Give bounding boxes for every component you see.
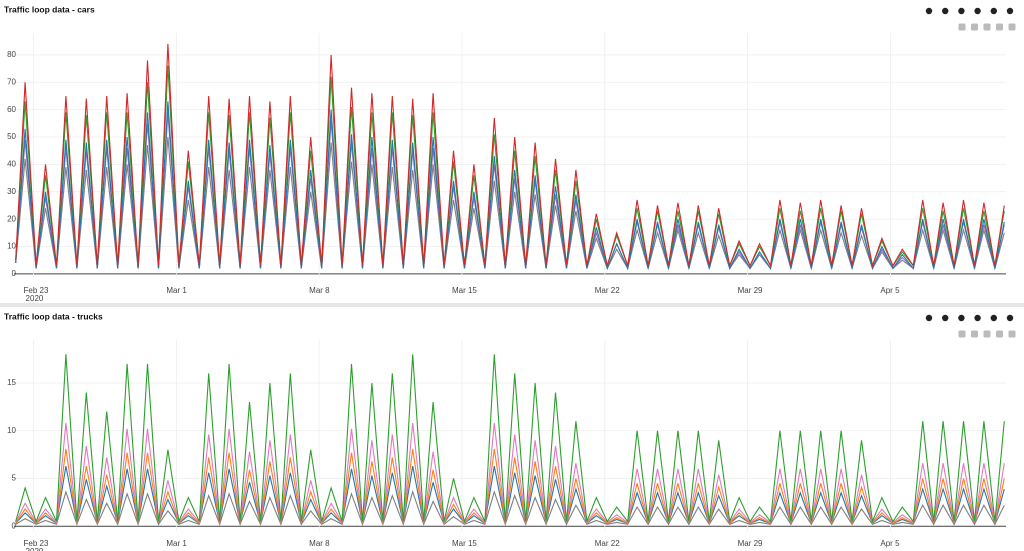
edit-button[interactable] bbox=[988, 5, 1000, 17]
button-icon bbox=[942, 7, 949, 15]
refresh-button[interactable] bbox=[923, 312, 935, 324]
x-tick-label: Mar 15 bbox=[452, 286, 477, 295]
pan-tool[interactable] bbox=[971, 330, 978, 338]
y-tick-label: 30 bbox=[7, 187, 16, 196]
download-button[interactable] bbox=[955, 5, 967, 17]
delete-button[interactable] bbox=[1004, 5, 1016, 17]
edit-button[interactable] bbox=[988, 312, 1000, 324]
tool-icon bbox=[983, 330, 991, 338]
refresh-button[interactable] bbox=[923, 5, 935, 17]
x-tick-label: Feb 23 bbox=[24, 286, 49, 295]
y-tick-label: 0 bbox=[12, 269, 17, 278]
zoom-out-tool[interactable] bbox=[996, 330, 1003, 338]
y-tick-label: 10 bbox=[7, 426, 16, 435]
y-tick-label: 0 bbox=[12, 521, 17, 530]
zoom-tool[interactable] bbox=[958, 330, 966, 338]
tool-icon bbox=[1008, 330, 1016, 338]
x-tick-label: Mar 8 bbox=[309, 286, 330, 295]
y-tick-label: 10 bbox=[7, 242, 16, 251]
tool-icon bbox=[996, 23, 1003, 31]
y-tick-label: 70 bbox=[7, 77, 16, 86]
x-year-label: 2020 bbox=[26, 294, 44, 303]
tool-icon bbox=[958, 23, 966, 31]
alert-button[interactable] bbox=[939, 312, 951, 324]
y-tick-label: 80 bbox=[7, 50, 16, 59]
button-icon bbox=[990, 314, 997, 322]
y-tick-label: 15 bbox=[7, 378, 16, 387]
tool-icon bbox=[983, 23, 991, 31]
y-tick-label: 60 bbox=[7, 105, 16, 114]
y-tick-label: 20 bbox=[7, 214, 16, 223]
reset-tool[interactable] bbox=[1008, 330, 1016, 338]
delete-button[interactable] bbox=[1004, 312, 1016, 324]
tool-icon bbox=[958, 330, 966, 338]
x-tick-label: Mar 22 bbox=[595, 286, 620, 295]
x-tick-label: Mar 1 bbox=[166, 286, 187, 295]
button-icon bbox=[925, 7, 933, 15]
series-line bbox=[15, 423, 1005, 525]
chart-panel: Traffic loop data - trucks 0 5 10 15 Feb 2320… bbox=[4, 311, 1016, 551]
x-tick-label: Mar 29 bbox=[738, 539, 763, 548]
x-tick-label: Feb 23 bbox=[24, 539, 49, 548]
series-line bbox=[15, 489, 1005, 527]
y-tick-label: 5 bbox=[12, 474, 17, 483]
series-line bbox=[15, 448, 1005, 526]
tool-icon bbox=[1008, 23, 1016, 31]
button-icon bbox=[942, 314, 949, 322]
chart-title: Traffic loop data - cars bbox=[4, 4, 95, 14]
button-icon bbox=[958, 314, 965, 322]
reset-tool[interactable] bbox=[1008, 23, 1016, 31]
panel-separator bbox=[0, 303, 1024, 307]
fullscreen-button[interactable] bbox=[972, 312, 984, 324]
alert-button[interactable] bbox=[939, 5, 951, 17]
tool-icon bbox=[996, 330, 1003, 338]
series-line bbox=[15, 354, 1005, 524]
x-tick-label: Mar 22 bbox=[595, 539, 620, 548]
button-icon bbox=[1006, 7, 1014, 15]
tool-icon bbox=[971, 330, 978, 338]
x-tick-label: Mar 1 bbox=[166, 539, 187, 548]
x-year-label: 2020 bbox=[26, 547, 44, 551]
zoom-tool[interactable] bbox=[958, 23, 966, 31]
button-icon bbox=[925, 314, 933, 322]
chart-title: Traffic loop data - trucks bbox=[4, 311, 103, 321]
chart-panel: Traffic loop data - cars 0 10 20 30 40 50 60 70 8… bbox=[4, 4, 1016, 303]
fullscreen-button[interactable] bbox=[972, 5, 984, 17]
download-button[interactable] bbox=[955, 312, 967, 324]
y-tick-label: 50 bbox=[7, 132, 16, 141]
x-tick-label: Mar 8 bbox=[309, 539, 330, 548]
series-line bbox=[15, 43, 1005, 268]
zoom-out-tool[interactable] bbox=[996, 23, 1003, 31]
button-icon bbox=[990, 7, 997, 15]
button-icon bbox=[974, 7, 981, 15]
x-tick-label: Mar 15 bbox=[452, 539, 477, 548]
tool-icon bbox=[971, 23, 978, 31]
zoom-in-tool[interactable] bbox=[983, 23, 991, 31]
button-icon bbox=[974, 314, 981, 322]
x-tick-label: Apr 5 bbox=[880, 286, 900, 295]
zoom-in-tool[interactable] bbox=[983, 330, 991, 338]
x-tick-label: Mar 29 bbox=[738, 286, 763, 295]
y-tick-label: 40 bbox=[7, 160, 16, 169]
pan-tool[interactable] bbox=[971, 23, 978, 31]
button-icon bbox=[958, 7, 965, 15]
x-tick-label: Apr 5 bbox=[880, 539, 900, 548]
button-icon bbox=[1006, 314, 1014, 322]
